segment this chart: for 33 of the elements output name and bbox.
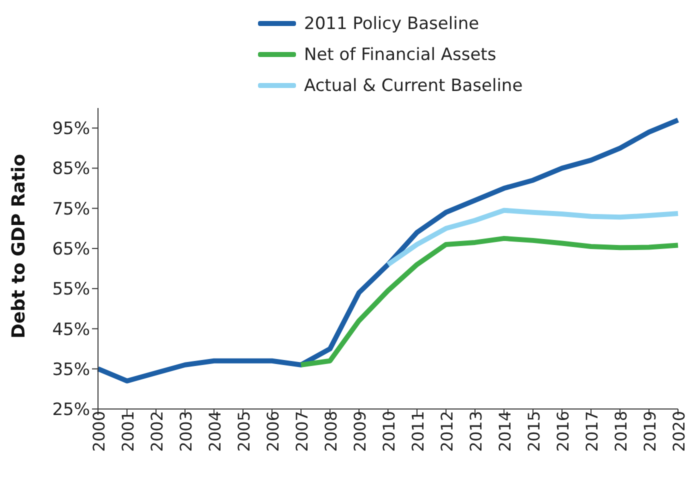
x-tick-label: 2008 bbox=[321, 411, 340, 452]
y-tick-label: 35% bbox=[52, 360, 90, 380]
x-tick-label: 2004 bbox=[205, 411, 224, 452]
x-tick-label: 2012 bbox=[437, 411, 456, 452]
y-axis-title: Debt to GDP Ratio bbox=[8, 154, 30, 338]
y-tick-label: 75% bbox=[52, 199, 90, 220]
x-tick-label: 2001 bbox=[118, 411, 138, 452]
legend-label: Net of Financial Assets bbox=[304, 44, 496, 64]
legend-label: 2011 Policy Baseline bbox=[304, 14, 480, 34]
legend-label: Actual & Current Baseline bbox=[304, 76, 523, 96]
x-tick-label: 2019 bbox=[640, 411, 660, 452]
x-tick-label: 2017 bbox=[582, 411, 602, 452]
x-tick-label: 2020 bbox=[669, 411, 688, 452]
x-tick-label: 2016 bbox=[553, 411, 572, 452]
x-tick-label: 2000 bbox=[89, 411, 108, 452]
x-tick-label: 2007 bbox=[292, 411, 312, 452]
x-tick-label: 2005 bbox=[234, 411, 254, 452]
y-tick-label: 45% bbox=[52, 320, 90, 340]
x-tick-label: 2010 bbox=[379, 411, 398, 452]
x-tick-label: 2002 bbox=[147, 411, 166, 452]
x-tick-label: 2011 bbox=[408, 411, 428, 452]
x-tick-label: 2013 bbox=[466, 411, 486, 452]
x-tick-label: 2018 bbox=[611, 411, 630, 452]
x-tick-label: 2015 bbox=[524, 411, 544, 452]
y-tick-label: 55% bbox=[52, 280, 90, 300]
y-tick-label: 65% bbox=[52, 240, 90, 260]
x-tick-label: 2003 bbox=[176, 411, 196, 452]
y-tick-label: 85% bbox=[52, 159, 90, 180]
x-tick-label: 2009 bbox=[350, 411, 370, 452]
x-tick-label: 2006 bbox=[263, 411, 282, 452]
x-tick-label: 2014 bbox=[495, 411, 514, 452]
y-tick-label: 25% bbox=[52, 400, 90, 420]
y-tick-label: 95% bbox=[52, 119, 90, 140]
